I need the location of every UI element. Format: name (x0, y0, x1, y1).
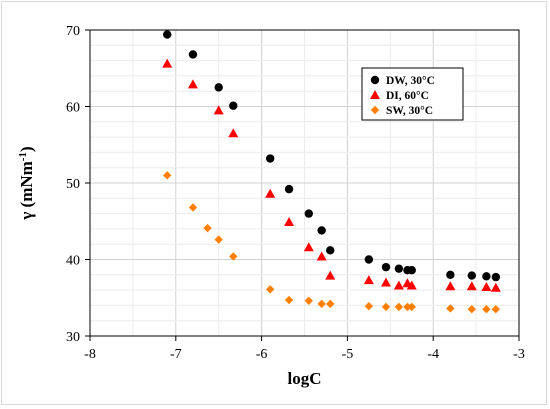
legend: DW, 30°C DI, 60°C SW, 30°C (361, 67, 464, 121)
x-tick-label: -5 (342, 347, 354, 362)
data-point-circle (229, 101, 238, 110)
data-point-diamond (203, 223, 212, 233)
x-tick-label: -4 (427, 347, 439, 362)
data-point-diamond (214, 235, 223, 244)
scatter-chart: -8 -7 -6 -5 -4 -3 30 40 50 60 70 logC γ (mNm-1) DW… (17, 24, 525, 388)
data-point-triangle (316, 251, 327, 261)
data-point-diamond (284, 295, 294, 305)
series-triangle (162, 58, 501, 292)
data-point-triangle (162, 58, 173, 68)
axis-ticks: -8 -7 -6 -5 -4 -3 30 40 50 60 70 (66, 24, 525, 362)
legend-entry: DW, 30°C (370, 75, 435, 87)
data-point-diamond (482, 305, 491, 314)
data-point-triangle (406, 280, 417, 290)
data-point-triangle (303, 242, 314, 252)
data-point-diamond (394, 302, 404, 312)
series-diamond (163, 171, 501, 314)
data-point-triangle (265, 188, 276, 198)
data-point-diamond (265, 285, 275, 294)
legend-marker-diamond (370, 105, 380, 115)
x-tick-label: -6 (256, 347, 268, 362)
data-point-triangle (284, 217, 295, 227)
data-point-diamond (364, 301, 374, 311)
data-point-diamond (317, 299, 326, 309)
data-point-circle (482, 272, 491, 281)
legend-marker-circle (370, 75, 380, 85)
legend-label: DI, 60°C (386, 90, 429, 102)
data-point-circle (446, 270, 455, 279)
x-axis-title: logC (288, 369, 322, 388)
data-point-triangle (481, 282, 492, 292)
data-point-triangle (363, 275, 374, 285)
data-point-circle (326, 246, 335, 255)
legend-marker-triangle (370, 90, 380, 99)
data-point-triangle (325, 270, 336, 280)
legend-entry: DI, 60°C (370, 90, 429, 102)
data-point-circle (381, 262, 391, 272)
y-axis-title-superscript: -1 (17, 152, 29, 161)
x-tick-label: -3 (513, 347, 525, 362)
data-point-circle (467, 271, 477, 280)
data-point-circle (317, 226, 326, 235)
y-tick-label: 30 (66, 330, 80, 345)
data-point-triangle (393, 280, 404, 290)
data-point-diamond (326, 299, 335, 309)
x-tick-label: -8 (84, 347, 96, 362)
y-axis-title: γ (mNm-1) (17, 146, 36, 220)
data-point-circle (491, 272, 501, 282)
data-point-diamond (381, 302, 391, 312)
data-point-diamond (229, 252, 238, 261)
data-point-triangle (445, 281, 456, 291)
data-point-triangle (228, 128, 239, 138)
x-tick-label: -7 (170, 347, 182, 362)
y-axis-title-main: γ (mNm (17, 161, 36, 220)
y-tick-label: 70 (66, 24, 80, 39)
data-point-circle (394, 264, 404, 273)
data-point-circle (304, 209, 313, 218)
data-point-circle (214, 83, 223, 92)
data-points (162, 30, 501, 314)
y-tick-label: 40 (66, 254, 80, 269)
data-point-circle (163, 30, 172, 39)
legend-label: SW, 30°C (386, 105, 433, 117)
data-point-triangle (381, 277, 392, 287)
y-axis-title-close: ) (17, 146, 36, 152)
data-point-circle (265, 154, 275, 163)
data-point-triangle (213, 105, 224, 115)
y-tick-label: 50 (66, 177, 80, 192)
legend-box (361, 67, 464, 121)
data-point-diamond (304, 296, 313, 306)
data-point-diamond (403, 302, 412, 312)
data-point-diamond (188, 203, 198, 212)
legend-entry: SW, 30°C (370, 105, 433, 117)
legend-label: DW, 30°C (386, 75, 435, 87)
data-point-diamond (407, 302, 416, 312)
data-point-circle (188, 50, 198, 59)
data-point-circle (407, 266, 416, 275)
data-point-diamond (491, 305, 501, 314)
data-point-triangle (187, 79, 198, 89)
data-point-diamond (467, 305, 477, 314)
data-point-circle (284, 184, 294, 194)
series-circle (163, 30, 501, 282)
data-point-diamond (446, 304, 455, 313)
data-point-diamond (163, 171, 172, 180)
y-tick-label: 60 (66, 101, 80, 116)
data-point-triangle (466, 281, 477, 291)
data-point-triangle (490, 282, 501, 292)
data-point-circle (364, 255, 374, 264)
